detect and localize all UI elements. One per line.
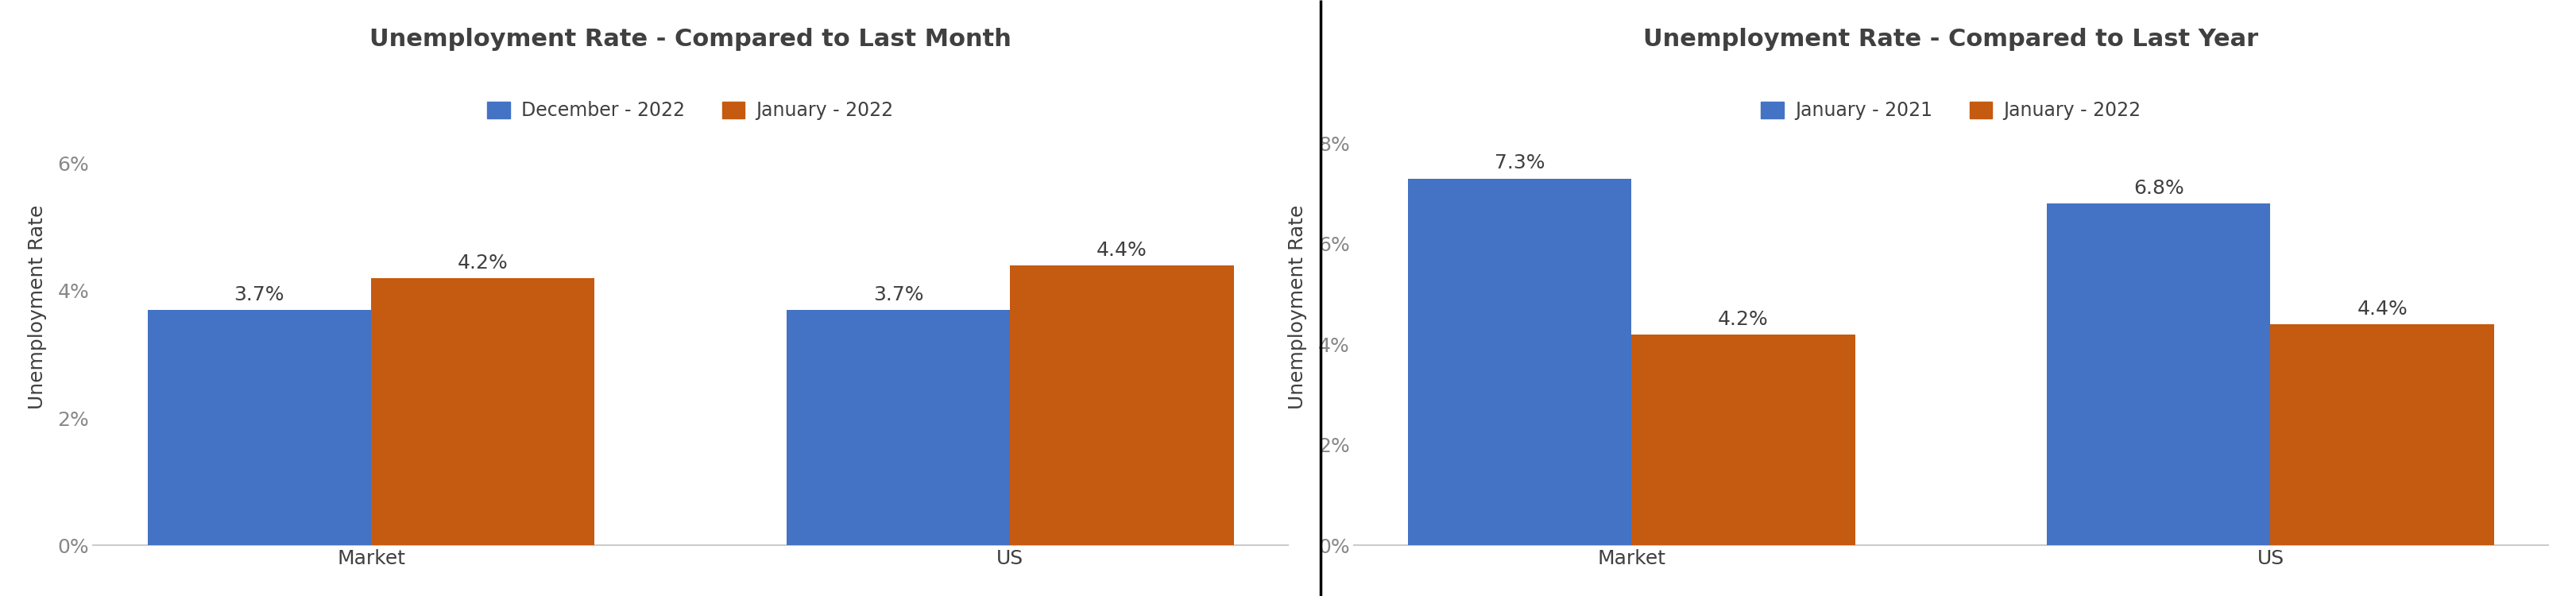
Text: 4.4%: 4.4%: [2357, 300, 2409, 319]
Bar: [1631, 334, 1855, 545]
Bar: [2269, 324, 2494, 545]
Text: 6.8%: 6.8%: [2133, 179, 2184, 198]
Title: Unemployment Rate - Compared to Last Year: Unemployment Rate - Compared to Last Yea…: [1643, 27, 2259, 51]
Text: 3.7%: 3.7%: [873, 285, 922, 304]
Bar: [786, 310, 1010, 545]
Bar: [1010, 265, 1234, 545]
Bar: [1409, 179, 1631, 545]
Text: 3.7%: 3.7%: [234, 285, 283, 304]
Text: 4.4%: 4.4%: [1097, 241, 1146, 260]
Text: 4.2%: 4.2%: [459, 253, 507, 272]
Legend: December - 2022, January - 2022: December - 2022, January - 2022: [487, 101, 894, 120]
Title: Unemployment Rate - Compared to Last Month: Unemployment Rate - Compared to Last Mon…: [368, 27, 1012, 51]
Legend: January - 2021, January - 2022: January - 2021, January - 2022: [1762, 101, 2141, 120]
Bar: [371, 278, 595, 545]
Y-axis label: Unemployment Rate: Unemployment Rate: [28, 204, 46, 409]
Y-axis label: Unemployment Rate: Unemployment Rate: [1288, 204, 1306, 409]
Text: 4.2%: 4.2%: [1718, 309, 1770, 328]
Bar: [147, 310, 371, 545]
Text: 7.3%: 7.3%: [1494, 154, 1546, 173]
Bar: [2048, 204, 2269, 545]
